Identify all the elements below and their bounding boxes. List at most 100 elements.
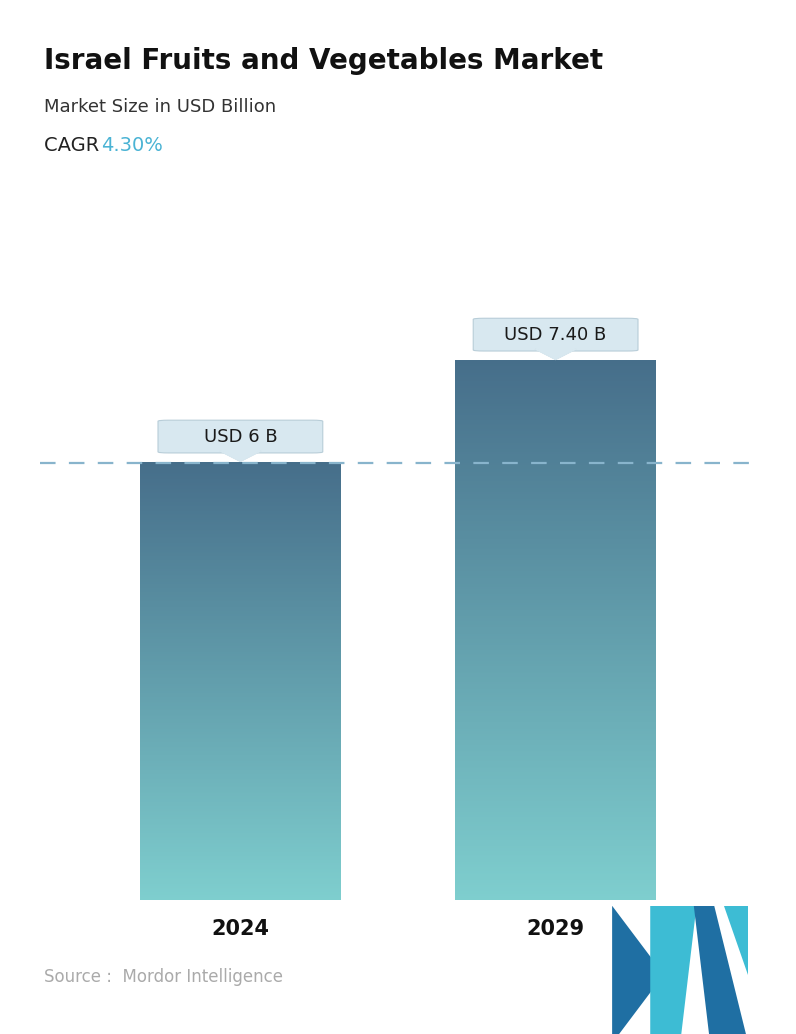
Bar — [455, 598, 656, 600]
Bar — [455, 445, 656, 447]
Bar — [140, 679, 341, 681]
Bar — [140, 604, 341, 606]
Bar — [455, 648, 656, 650]
Bar — [455, 676, 656, 678]
Bar — [140, 783, 341, 785]
Bar — [140, 729, 341, 731]
Bar — [455, 580, 656, 582]
Bar — [140, 555, 341, 557]
Bar — [140, 790, 341, 792]
Bar — [140, 541, 341, 543]
Bar — [140, 647, 341, 649]
Bar — [455, 698, 656, 700]
Bar — [140, 621, 341, 622]
Bar — [455, 540, 656, 542]
Bar — [455, 662, 656, 664]
Bar — [140, 843, 341, 844]
Bar — [455, 403, 656, 405]
Bar — [455, 783, 656, 785]
Bar — [140, 605, 341, 607]
Bar — [455, 402, 656, 404]
Bar — [455, 840, 656, 842]
Bar — [455, 510, 656, 512]
Bar — [455, 669, 656, 671]
Bar — [140, 864, 341, 866]
Bar — [140, 590, 341, 592]
Bar — [455, 749, 656, 751]
Bar — [140, 879, 341, 881]
Bar — [455, 737, 656, 739]
Bar — [455, 651, 656, 653]
Polygon shape — [724, 906, 748, 974]
Bar — [140, 880, 341, 882]
Bar — [140, 776, 341, 778]
Bar — [140, 525, 341, 527]
Bar — [455, 723, 656, 726]
Bar — [140, 594, 341, 596]
Bar — [455, 750, 656, 753]
Bar — [140, 794, 341, 796]
Bar — [455, 695, 656, 697]
Text: CAGR: CAGR — [44, 136, 111, 155]
Bar — [455, 743, 656, 746]
Bar — [140, 774, 341, 776]
Bar — [455, 759, 656, 761]
Bar — [140, 686, 341, 687]
Bar — [455, 688, 656, 690]
Bar — [455, 498, 656, 500]
Bar — [140, 493, 341, 495]
Bar — [140, 641, 341, 643]
Bar — [140, 664, 341, 665]
Bar — [455, 680, 656, 682]
Bar — [140, 716, 341, 718]
Bar — [140, 608, 341, 610]
Bar — [455, 817, 656, 819]
Bar — [455, 813, 656, 815]
Bar — [455, 886, 656, 889]
Bar — [140, 725, 341, 726]
Bar — [140, 850, 341, 852]
Bar — [455, 714, 656, 717]
Bar — [140, 755, 341, 757]
Bar — [455, 393, 656, 395]
Bar — [455, 382, 656, 385]
Bar — [140, 818, 341, 820]
Bar — [455, 869, 656, 871]
Bar — [455, 375, 656, 377]
Bar — [140, 797, 341, 799]
Bar — [140, 554, 341, 556]
Bar — [455, 525, 656, 527]
Bar — [140, 889, 341, 891]
Bar — [455, 508, 656, 510]
Bar — [140, 537, 341, 539]
Bar — [455, 635, 656, 637]
Bar — [455, 386, 656, 388]
Bar — [455, 583, 656, 585]
Bar — [140, 840, 341, 842]
Bar — [140, 837, 341, 839]
Bar — [140, 740, 341, 742]
Bar — [455, 622, 656, 625]
Bar — [140, 714, 341, 717]
Bar — [140, 543, 341, 544]
Bar — [140, 857, 341, 859]
Bar — [455, 727, 656, 729]
Bar — [455, 549, 656, 551]
Bar — [455, 858, 656, 860]
Bar — [140, 504, 341, 505]
Bar — [455, 600, 656, 602]
Bar — [455, 675, 656, 677]
Bar — [140, 615, 341, 617]
Bar — [140, 885, 341, 886]
Bar — [140, 672, 341, 674]
Bar — [140, 767, 341, 768]
Bar — [455, 420, 656, 422]
Bar — [455, 732, 656, 734]
Bar — [455, 649, 656, 651]
Text: USD 6 B: USD 6 B — [204, 428, 277, 446]
Bar — [455, 863, 656, 865]
Bar — [455, 463, 656, 465]
Bar — [455, 666, 656, 668]
Bar — [140, 754, 341, 756]
Bar — [140, 812, 341, 814]
